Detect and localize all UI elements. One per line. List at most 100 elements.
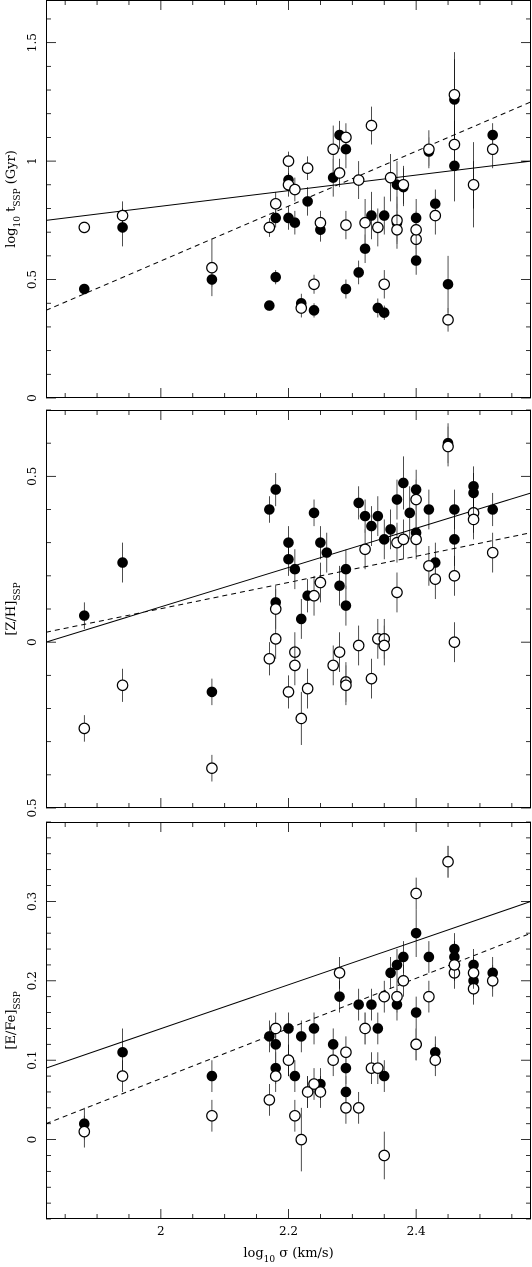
open-data-point [340, 1102, 352, 1114]
open-data-point [365, 119, 378, 132]
open-data-point [327, 143, 339, 156]
open-data-point [206, 762, 218, 774]
filled-data-point [378, 1070, 390, 1082]
open-data-point [397, 178, 410, 191]
open-data-point [467, 178, 480, 191]
open-data-point [384, 171, 397, 184]
open-data-point [410, 493, 422, 506]
open-data-point [289, 183, 301, 196]
open-data-point [448, 570, 461, 582]
filled-data-point [283, 553, 294, 565]
plot-frame [46, 0, 531, 398]
open-data-point [340, 219, 352, 231]
filled-data-point [353, 999, 364, 1010]
filled-data-point [264, 504, 275, 515]
filled-data-point [398, 477, 409, 489]
open-data-point [378, 278, 391, 291]
open-data-point [340, 131, 352, 144]
filled-data-point [449, 534, 460, 545]
y-axis-label: [E/Fe]SSP [4, 991, 23, 1049]
open-data-point [263, 221, 276, 234]
filled-data-point [308, 507, 320, 519]
y-tick-label: 0.5 [25, 798, 39, 817]
open-data-point [327, 659, 339, 672]
filled-data-point [308, 1023, 320, 1034]
open-data-point [206, 261, 218, 274]
filled-data-point [206, 1070, 218, 1082]
open-data-point [359, 1022, 371, 1035]
open-data-point [359, 216, 371, 229]
open-data-point [269, 1022, 282, 1035]
filled-data-point [78, 283, 90, 295]
filled-data-point [340, 283, 352, 295]
open-data-point [116, 679, 129, 692]
y-tick-label: 0 [25, 394, 39, 402]
filled-data-point [264, 1031, 275, 1042]
filled-data-point [385, 524, 396, 535]
open-data-point [372, 1062, 384, 1074]
y-tick-label: 0.3 [25, 892, 39, 911]
open-data-point [340, 679, 352, 692]
open-data-point [78, 1125, 91, 1138]
filled-data-point [340, 600, 352, 611]
open-data-point [365, 672, 378, 685]
open-data-point [486, 974, 499, 987]
filled-data-point [295, 613, 307, 625]
y-tick-label: 1.5 [25, 33, 39, 52]
filled-data-point [385, 967, 396, 979]
open-data-point [78, 722, 91, 735]
open-data-point [378, 639, 391, 652]
filled-data-point [487, 504, 499, 515]
open-data-point [442, 855, 454, 868]
open-data-point [352, 639, 365, 652]
open-data-point [289, 659, 301, 672]
open-data-point [301, 682, 314, 695]
x-tick-label: 2.4 [407, 1224, 426, 1238]
open-data-point [295, 1133, 308, 1146]
open-data-point [467, 513, 480, 526]
open-data-point [378, 1149, 391, 1162]
filled-data-point [372, 1023, 384, 1034]
panel-age: 0 0.5 1 1.5 log10 tSSP (Gyr) [4, 0, 531, 402]
y-axis-label: log10 tSSP (Gyr) [4, 150, 23, 248]
open-data-point [308, 278, 320, 291]
y-tick-label: 0.5 [25, 467, 39, 486]
y-tick-label: 0.2 [25, 971, 39, 990]
open-data-point [263, 1094, 276, 1106]
open-data-point [410, 887, 422, 900]
open-data-point [391, 586, 403, 599]
filled-data-point [378, 210, 390, 221]
filled-data-point [410, 927, 422, 939]
open-data-point [308, 589, 320, 602]
y-axis-label: [Z/H]SSP [4, 582, 23, 635]
filled-data-point [366, 999, 377, 1010]
open-data-point [352, 1102, 365, 1114]
filled-data-point [353, 267, 364, 278]
open-data-point [423, 143, 435, 156]
open-data-point [378, 990, 391, 1003]
open-data-point [314, 1086, 327, 1098]
open-data-point [397, 974, 410, 987]
open-data-point [442, 314, 454, 326]
open-data-point [340, 1046, 352, 1059]
y-tick-label: 0 [25, 638, 39, 646]
filled-data-point [359, 510, 371, 522]
open-data-point [269, 633, 282, 645]
open-data-point [467, 967, 480, 979]
dashed-fit-line [46, 532, 531, 633]
open-data-point [423, 990, 435, 1003]
open-data-point [486, 546, 499, 559]
open-data-point [448, 636, 461, 648]
filled-data-point [423, 951, 435, 963]
open-data-point [206, 1109, 218, 1122]
filled-data-point [423, 504, 435, 515]
open-data-point [327, 1054, 339, 1066]
open-data-point [116, 1070, 129, 1082]
open-data-point [308, 1078, 320, 1090]
filled-data-point [398, 951, 409, 963]
open-data-point [486, 143, 499, 156]
open-data-point [282, 155, 295, 167]
open-data-point [429, 573, 442, 585]
open-data-point [295, 712, 308, 725]
